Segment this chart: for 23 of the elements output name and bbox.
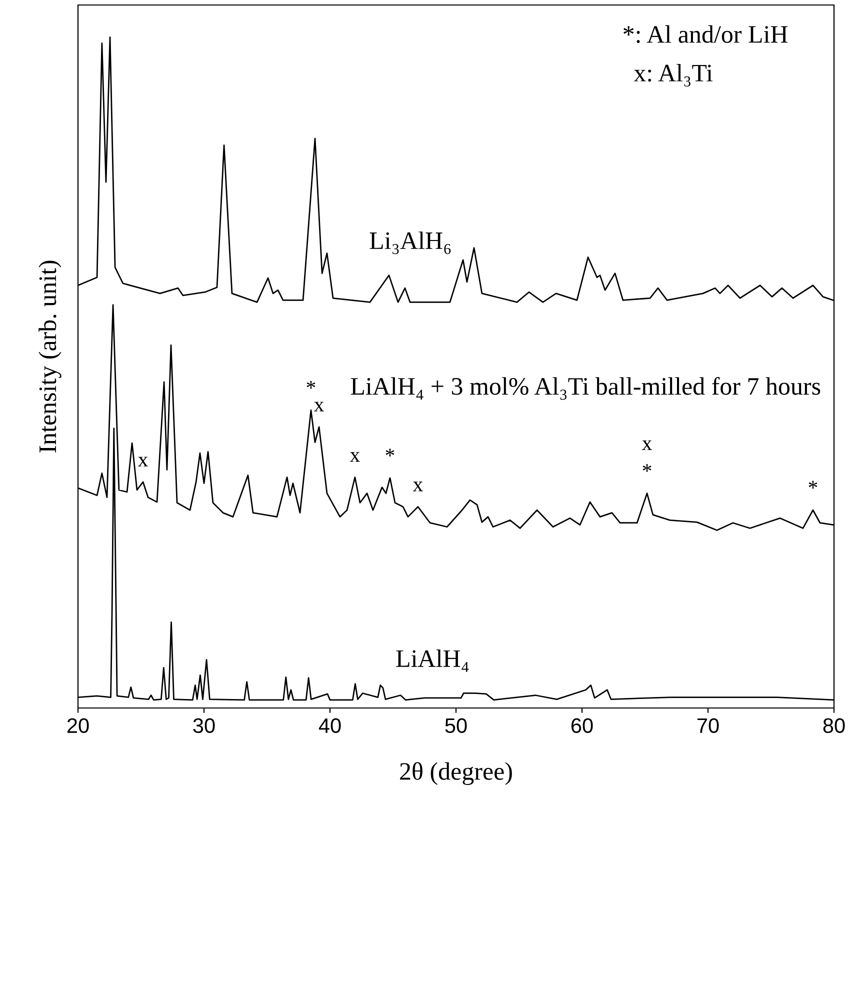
x-tick-label: 60: [571, 718, 593, 734]
annotation: x: Al₃Ti: [634, 64, 713, 86]
annotation: x: [642, 440, 652, 450]
series-label: Li₃AlH₆: [370, 232, 451, 254]
annotation: x: [412, 482, 423, 492]
y-axis-title: Intensity (arb. unit): [38, 260, 62, 452]
x-tick-label: 50: [445, 718, 467, 734]
annotation: *: [386, 448, 394, 456]
x-tick-label: 20: [67, 718, 89, 734]
annotation: x: [314, 402, 324, 412]
annotation: x: [138, 456, 148, 466]
annotation: *: [642, 464, 652, 472]
series-label: LiAlH₄: [396, 649, 469, 672]
annotation: *: [808, 480, 818, 489]
x-tick-label: 80: [823, 718, 845, 734]
annotation: x: [350, 452, 360, 462]
x-tick-label: 30: [193, 718, 215, 734]
x-axis-title: 2θ (degree): [400, 762, 512, 786]
x-tick-label: 70: [697, 718, 719, 734]
annotation: *: [306, 380, 316, 389]
annotation: *: Al and/or LiH: [624, 25, 788, 43]
series-label: LiAlH₄ + 3 mol% Al₃Ti ball-milled for 7 hours: [350, 376, 820, 400]
x-tick-label: 40: [318, 718, 341, 734]
